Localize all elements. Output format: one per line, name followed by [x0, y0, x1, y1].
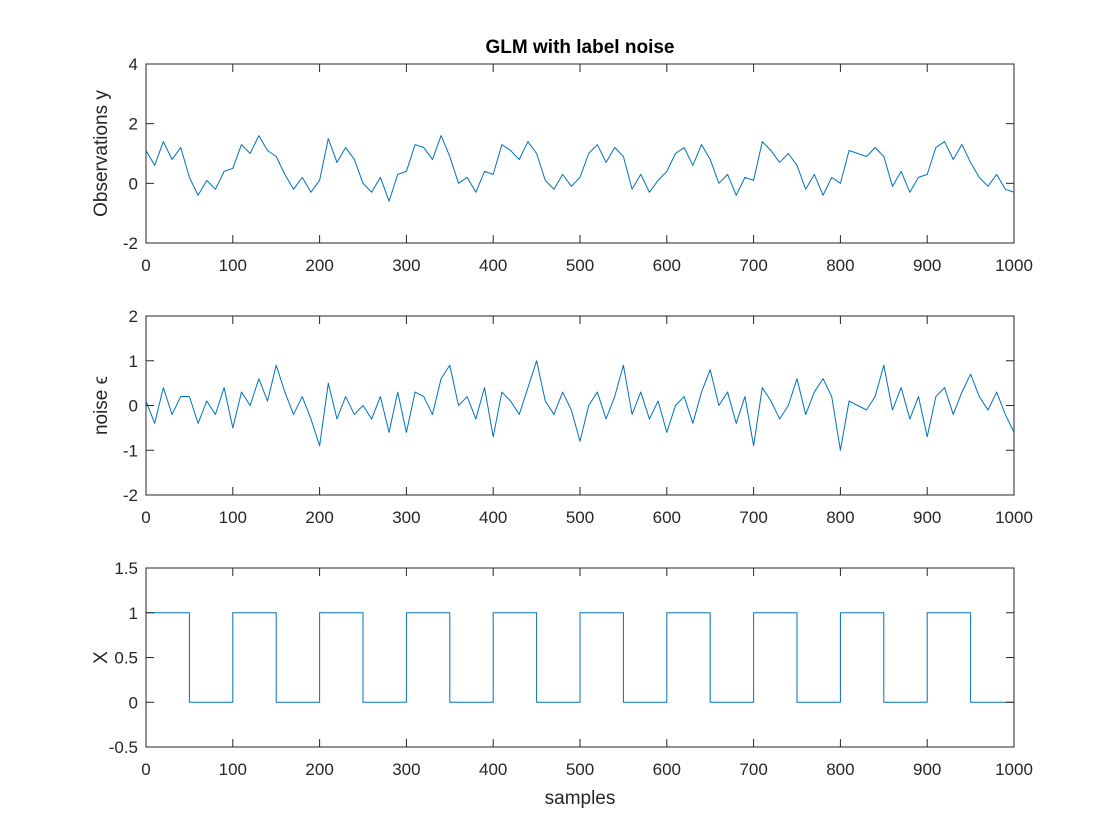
- middle-panel-noise: 0 100 200 300 400 500 600 700 800 900 1000 -2 -1 0 1 2 n…: [91, 307, 1033, 527]
- x-tick-label: 700: [739, 256, 767, 275]
- x-tick-label: 1000: [995, 256, 1033, 275]
- x-tick-label: 200: [305, 256, 333, 275]
- x-tick-label: 800: [826, 508, 854, 527]
- x-tick-label: 200: [305, 508, 333, 527]
- x-tick-label: 300: [392, 508, 420, 527]
- x-tick-label: 1000: [995, 508, 1033, 527]
- y-tick-label: 1: [129, 604, 138, 623]
- x-tick-label: 600: [653, 508, 681, 527]
- y-tick-label: 2: [129, 115, 138, 134]
- y-axis-label: noise ϵ: [91, 376, 112, 435]
- series-line-0: [145, 360, 1015, 451]
- x-tick-label: 0: [141, 760, 150, 779]
- y-tick-label: -2: [123, 234, 138, 253]
- x-tick-label: 300: [392, 760, 420, 779]
- y-tick-label: 0: [129, 397, 138, 416]
- x-tick-label: 300: [392, 256, 420, 275]
- x-axis-label: samples: [545, 788, 616, 809]
- y-tick-label: 1.5: [114, 559, 138, 578]
- x-tick-label: 500: [566, 508, 594, 527]
- x-tick-label: 500: [566, 760, 594, 779]
- y-tick-label: 0.5: [114, 649, 138, 668]
- x-tick-label: 600: [653, 256, 681, 275]
- x-tick-label: 100: [219, 760, 247, 779]
- y-tick-label: -1: [123, 441, 138, 460]
- top-panel-observations: 0 100 200 300 400 500 600 700 800 900 1000-2024Obs…: [91, 55, 1033, 275]
- y-tick-label: -0.5: [109, 738, 138, 757]
- x-tick-label: 800: [826, 256, 854, 275]
- x-tick-label: 600: [653, 760, 681, 779]
- x-tick-label: 0: [141, 256, 150, 275]
- x-tick-label: 900: [913, 760, 941, 779]
- x-tick-label: 400: [479, 760, 507, 779]
- x-tick-label: 100: [219, 256, 247, 275]
- bottom-panel-x: 0 100 200 300 400 500 600 700 800 900 1000-0.500.5…: [91, 559, 1033, 809]
- y-tick-label: 2: [129, 307, 138, 326]
- x-tick-label: 500: [566, 256, 594, 275]
- y-tick-label: 0: [129, 693, 138, 712]
- x-tick-label: 1000: [995, 760, 1033, 779]
- y-tick-label: 0: [129, 174, 138, 193]
- y-axis-label: X: [91, 651, 112, 664]
- plot-area: [145, 315, 1015, 496]
- x-tick-label: 100: [219, 508, 247, 527]
- x-tick-label: 700: [739, 760, 767, 779]
- x-tick-label: 900: [913, 256, 941, 275]
- x-tick-label: 400: [479, 508, 507, 527]
- y-tick-label: -2: [123, 486, 138, 505]
- plot-area: [145, 63, 1015, 244]
- chart-title: GLM with label noise: [486, 37, 675, 58]
- y-tick-label: 1: [129, 352, 138, 371]
- x-tick-label: 700: [739, 508, 767, 527]
- y-axis-label: Observations y: [91, 90, 112, 217]
- x-tick-label: 400: [479, 256, 507, 275]
- x-tick-label: 200: [305, 760, 333, 779]
- x-tick-label: 800: [826, 760, 854, 779]
- series-line-0: [145, 135, 1015, 202]
- x-tick-label: 0: [141, 508, 150, 527]
- x-tick-label: 900: [913, 508, 941, 527]
- series-line-0: [146, 612, 1014, 703]
- y-tick-label: 4: [129, 55, 138, 74]
